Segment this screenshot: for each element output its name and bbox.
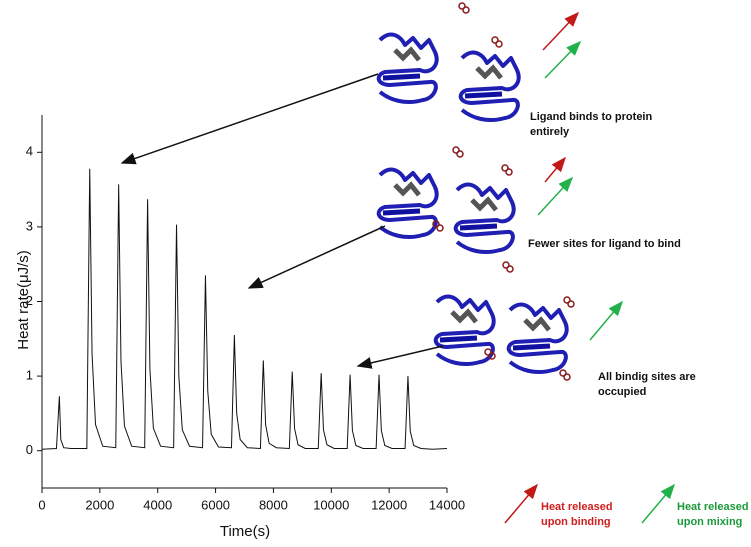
x-tick-label: 12000 [371,497,407,512]
legend-label: Heat released upon mixing [677,501,749,528]
y-tick-label: 4 [26,144,33,159]
y-tick-label: 3 [26,218,33,233]
legend-label: Heat released upon binding [541,501,613,528]
y-tick-label: 1 [26,368,33,383]
x-tick-label: 0 [38,497,45,512]
illustrations [120,2,675,524]
annotation: All bindig sites are occupied [598,371,696,398]
axes: 0 1 2 3 4 0 2000 4000 6000 8000 10000 12000 14000 [26,115,465,512]
annotation: Ligand binds to protein entirely [530,111,653,138]
x-tick-label: 8000 [259,497,288,512]
x-tick-label: 4000 [143,497,172,512]
y-tick-label: 2 [26,293,33,308]
annotation: Fewer sites for ligand to bind [528,238,681,250]
x-tick-label: 10000 [313,497,349,512]
x-tick-label: 2000 [85,497,114,512]
x-tick-label: 14000 [429,497,465,512]
y-axis-label: Heat rate(μJ/s) [15,250,32,350]
data-line [41,168,448,450]
x-axis-label: Time(s) [220,523,270,540]
x-tick-label: 6000 [201,497,230,512]
y-tick-label: 0 [26,442,33,457]
